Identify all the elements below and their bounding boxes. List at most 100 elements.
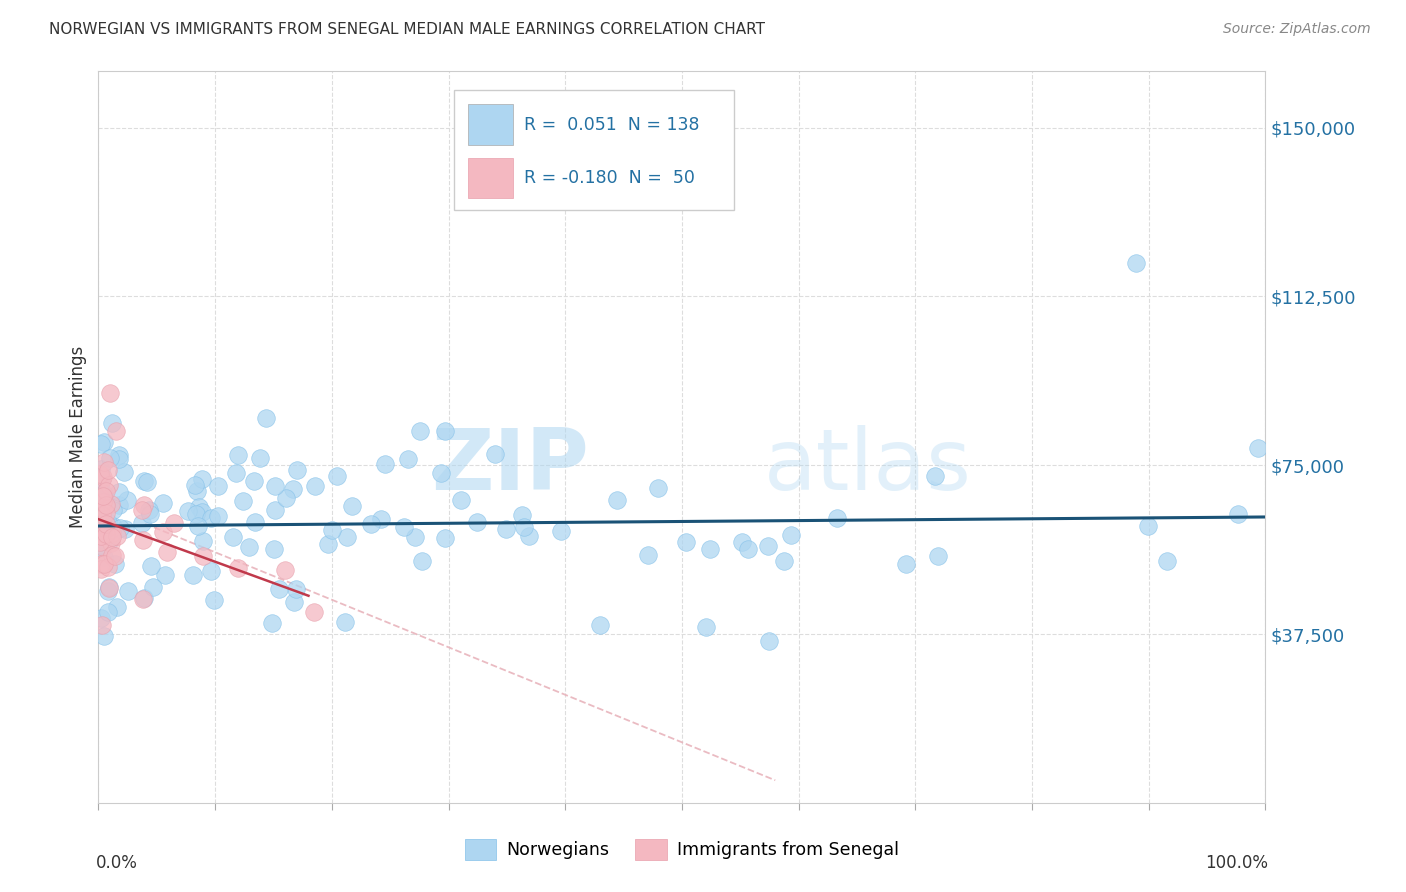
Point — [927, 549, 949, 563]
Point — [93, 557, 115, 571]
Point — [90, 529, 112, 543]
Point — [138, 503, 160, 517]
Point — [283, 595, 305, 609]
Point — [1125, 255, 1147, 269]
Point — [232, 493, 254, 508]
Point — [90, 475, 112, 490]
Point — [93, 549, 115, 564]
Point — [374, 457, 396, 471]
Point — [108, 448, 131, 462]
Point — [89, 490, 111, 504]
Point — [894, 558, 917, 572]
Point — [177, 504, 200, 518]
Point — [90, 562, 112, 576]
Point — [108, 452, 131, 467]
Point — [254, 410, 277, 425]
Point — [132, 591, 155, 606]
Point — [104, 549, 127, 564]
Point — [191, 505, 214, 519]
Point — [695, 620, 717, 634]
Point — [98, 450, 121, 465]
Point — [90, 557, 112, 571]
Point — [98, 580, 121, 594]
Point — [156, 544, 179, 558]
Point — [274, 491, 297, 506]
Point — [204, 593, 226, 607]
Point — [93, 557, 115, 571]
Point — [90, 521, 112, 535]
Point — [90, 538, 112, 552]
Point — [114, 522, 136, 536]
Point — [89, 467, 111, 481]
Text: R =  0.051  N = 138: R = 0.051 N = 138 — [524, 116, 700, 134]
Point — [94, 526, 117, 541]
Point — [132, 533, 155, 547]
Point — [108, 498, 131, 512]
Point — [207, 478, 229, 492]
Point — [1226, 507, 1249, 521]
FancyBboxPatch shape — [454, 90, 734, 211]
Point — [98, 478, 121, 492]
Point — [773, 554, 796, 568]
Point — [90, 472, 112, 486]
Point — [394, 520, 416, 534]
Point — [101, 548, 124, 562]
Point — [187, 519, 209, 533]
Point — [90, 499, 112, 513]
Point — [90, 473, 112, 487]
Point — [132, 475, 155, 489]
Point — [699, 542, 721, 557]
Point — [90, 533, 112, 547]
FancyBboxPatch shape — [468, 104, 513, 145]
Point — [333, 615, 356, 629]
Point — [91, 524, 114, 539]
Point — [91, 470, 114, 484]
Point — [100, 386, 122, 401]
Point — [96, 516, 118, 531]
Point — [91, 534, 114, 549]
Point — [90, 532, 112, 546]
Point — [193, 549, 215, 563]
Point — [228, 560, 250, 574]
Point — [243, 474, 266, 488]
Text: ZIP: ZIP — [430, 425, 589, 508]
Point — [152, 525, 174, 540]
Point — [228, 448, 250, 462]
Point — [360, 517, 382, 532]
Point — [104, 557, 127, 571]
Point — [108, 485, 131, 500]
Point — [91, 506, 114, 520]
Point — [326, 469, 349, 483]
Point — [93, 435, 115, 450]
Text: R = -0.180  N =  50: R = -0.180 N = 50 — [524, 169, 695, 187]
Point — [465, 515, 488, 529]
Point — [222, 530, 245, 544]
Point — [115, 493, 138, 508]
Point — [186, 483, 208, 498]
Point — [101, 524, 124, 538]
Point — [264, 502, 287, 516]
Point — [134, 498, 156, 512]
Point — [304, 479, 326, 493]
Point — [336, 530, 359, 544]
Point — [163, 516, 186, 531]
Point — [153, 567, 176, 582]
Point — [152, 496, 174, 510]
Point — [90, 610, 112, 624]
Point — [141, 559, 163, 574]
Point — [262, 616, 284, 631]
Point — [90, 516, 112, 531]
Point — [132, 591, 155, 605]
Point — [398, 451, 420, 466]
Point — [117, 583, 139, 598]
Point — [93, 455, 115, 469]
Point — [779, 527, 801, 541]
Point — [484, 446, 506, 460]
Point — [98, 524, 121, 538]
Point — [263, 542, 285, 557]
Point — [284, 582, 307, 597]
Point — [90, 507, 112, 521]
Point — [550, 524, 572, 538]
Point — [93, 487, 115, 501]
Point — [97, 605, 120, 619]
